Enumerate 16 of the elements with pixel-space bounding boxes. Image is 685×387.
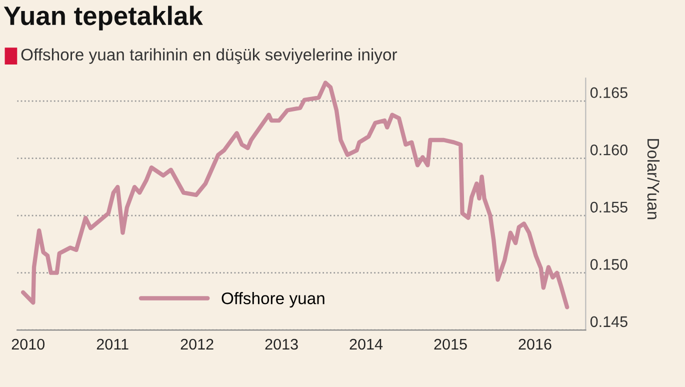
x-tick-label: 2013 [265,338,298,350]
y-tick-label: 0.145 [590,316,628,328]
x-tick-label: 2014 [350,338,383,350]
x-tick-label: 2015 [434,338,467,350]
x-tick-label: 2011 [96,338,128,350]
x-tick-label: 2012 [180,338,214,350]
legend-label: Offshore yuan [222,292,324,308]
x-tick-label: 2016 [518,338,552,350]
y-tick-label: 0.165 [590,87,628,98]
y-tick-label: 0.155 [590,202,628,213]
x-tick-label: 2010 [12,338,45,350]
y-tick-label: 0.160 [590,144,628,156]
y-tick-label: 0.150 [590,259,628,270]
y-axis-title: Dolar/Yuan [647,139,660,220]
chart-title: Yuan tepetaklak [4,6,203,30]
chart-subtitle: Offshore yuan tarihinin en düşük seviyelerine iniyor [21,48,398,64]
